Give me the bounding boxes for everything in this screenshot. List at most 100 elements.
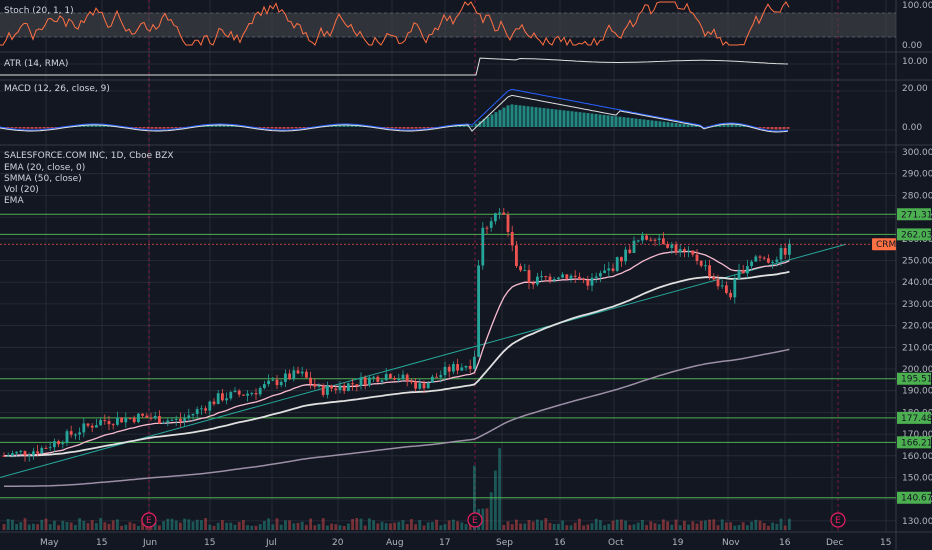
candle-body	[464, 365, 468, 368]
volume-bar	[191, 521, 195, 530]
candle-body	[166, 420, 170, 423]
volume-bar	[489, 492, 493, 530]
volume-bar	[288, 520, 291, 530]
candle-body	[548, 276, 552, 281]
candle-body	[359, 377, 363, 386]
volume-bar	[758, 520, 762, 530]
volume-bar	[725, 522, 728, 530]
candle-body	[384, 374, 388, 381]
price-tick-13: 170.00	[902, 430, 932, 440]
volume-bar	[216, 522, 220, 530]
macd-bar	[694, 125, 698, 127]
time-tick-11: 19	[672, 538, 684, 548]
volume-bar	[540, 520, 543, 530]
volume-bar	[720, 519, 724, 530]
ema-line	[4, 250, 790, 457]
time-tick-10: Oct	[608, 538, 624, 548]
volume-bar	[775, 523, 779, 530]
macd-pane[interactable]: MACD (12, 26, close, 9) 20.00 0.00	[0, 84, 928, 133]
candle-body	[758, 256, 762, 258]
volume-bar	[405, 523, 409, 530]
candle-body	[216, 393, 220, 405]
candle-body	[292, 370, 296, 380]
volume-bar	[447, 520, 451, 530]
macd-bar	[154, 127, 158, 129]
macd-bar	[566, 110, 570, 127]
macd-bar	[214, 125, 218, 127]
time-tick-9: 16	[554, 538, 566, 548]
candle-body	[783, 248, 787, 255]
candle-body	[552, 279, 556, 281]
candle-body	[691, 250, 695, 255]
macd-bar	[222, 125, 226, 127]
macd-bar	[162, 127, 166, 129]
candle-body	[788, 243, 791, 255]
volume-bar	[670, 524, 674, 530]
price-pane[interactable]: E E E SALESFORCE.COM INC, 1D, Cboe BZX EMA…	[0, 151, 896, 530]
volume-bar	[187, 519, 191, 530]
macd-bar	[258, 127, 262, 128]
macd-tick-0: 0.00	[902, 123, 922, 133]
macd-bar	[550, 108, 554, 127]
candle-body	[99, 420, 102, 426]
candle-body	[725, 285, 728, 293]
volume-bar	[183, 518, 186, 530]
volume-bar	[15, 524, 18, 530]
macd-bar	[514, 104, 518, 127]
earnings-label-0: E	[146, 516, 152, 526]
volume-bar	[103, 522, 107, 530]
volume-bar	[128, 522, 132, 530]
macd-bar	[638, 119, 642, 127]
volume-bar	[666, 521, 669, 530]
macd-bar	[98, 125, 102, 127]
candle-body	[389, 374, 392, 379]
macd-bar	[422, 127, 426, 129]
candle-body	[729, 292, 732, 298]
macd-bar	[726, 124, 730, 127]
candle-body	[53, 441, 56, 448]
macd-bar	[522, 105, 526, 127]
macd-bar	[150, 127, 154, 129]
volume-bar	[111, 520, 115, 530]
candle-body	[78, 432, 81, 435]
candle-body	[90, 425, 94, 428]
indicator-vol: Vol (20)	[4, 185, 39, 195]
candle-body	[380, 380, 384, 382]
candle-body	[15, 451, 18, 454]
macd-bar	[38, 127, 42, 129]
candle-body	[363, 377, 367, 386]
candle-body	[767, 258, 770, 263]
atr-pane[interactable]: ATR (14, RMA) 10.00	[0, 57, 928, 76]
volume-bar	[300, 521, 304, 530]
candle-body	[401, 374, 405, 380]
volume-bar	[779, 518, 783, 530]
level-tag-3: 177.48	[901, 414, 932, 424]
macd-bar	[82, 125, 86, 127]
candle-body	[473, 356, 476, 369]
level-tag-4: 166.21	[901, 438, 932, 448]
candle-body	[330, 385, 333, 389]
candle-body	[641, 235, 644, 241]
candle-body	[431, 376, 434, 383]
volume-bar	[275, 518, 279, 530]
candle-body	[481, 227, 485, 266]
candle-body	[410, 381, 413, 383]
macd-bar	[718, 125, 722, 127]
candle-body	[527, 270, 531, 283]
macd-bar	[650, 120, 654, 127]
time-axis[interactable]: May 15 Jun 15 Jul 20 Aug 17 Sep 16 Oct 19 Nov 16 Dec 15	[40, 538, 891, 548]
candle-body	[69, 431, 73, 435]
atr-label: ATR (14, RMA)	[4, 59, 68, 69]
candle-body	[405, 374, 409, 382]
macd-bar	[606, 115, 610, 127]
macd-bar	[134, 127, 138, 128]
macd-bar	[262, 127, 266, 129]
volume-bar	[615, 519, 619, 530]
stoch-pane[interactable]: Stoch (20, 1, 1) 100.00 0.00	[0, 1, 932, 51]
candle-body	[195, 409, 199, 414]
indicator-ema-long: EMA	[4, 196, 24, 206]
macd-bar	[226, 125, 230, 127]
volume-bar	[712, 519, 716, 530]
